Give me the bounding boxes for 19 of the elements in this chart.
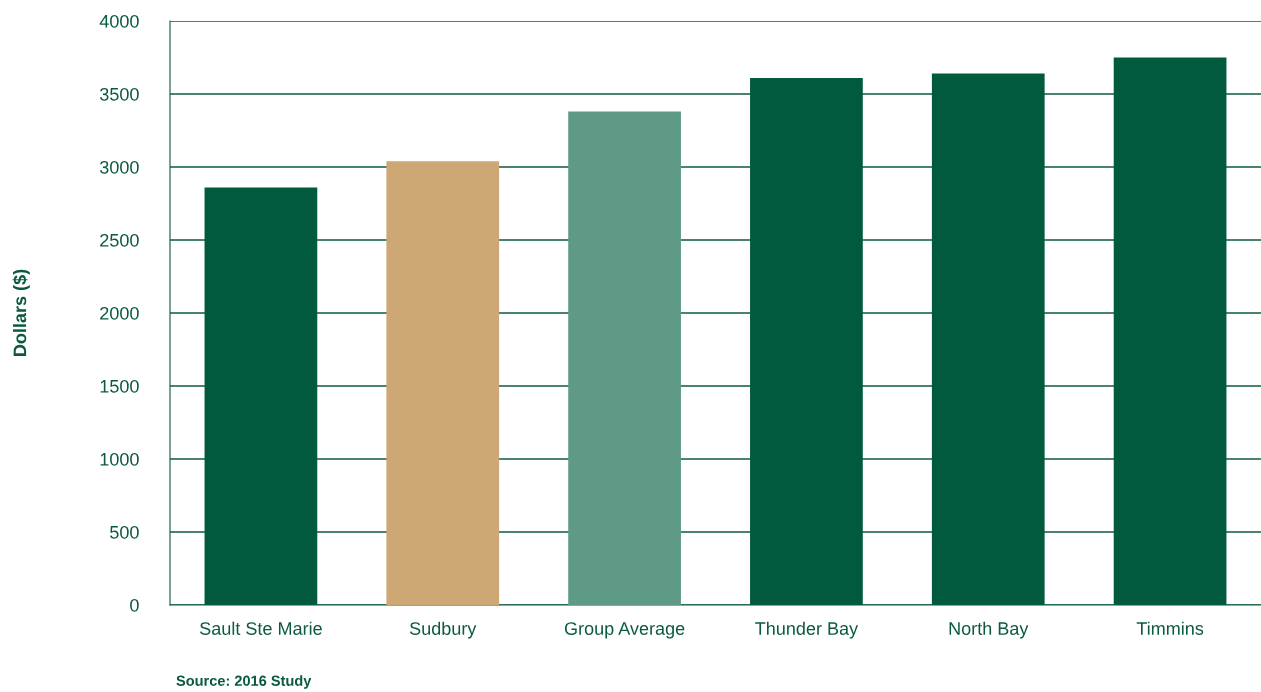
y-tick-label: 1500 [100,379,139,393]
x-tick-label: Group Average [564,622,685,639]
y-axis-title: Dollars ($) [12,269,30,356]
bar [568,111,681,605]
y-tick-label: 4000 [99,14,139,28]
x-tick-label: North Bay [949,621,1029,639]
y-tick-label: 500 [110,525,139,539]
y-tick-label: 3500 [99,87,139,101]
x-tick-label: Sault Ste Marie [200,621,322,635]
x-tick-label: Timmins [1136,621,1204,635]
y-tick-label: 2500 [100,233,139,247]
x-tick-label: Thunder Bay [755,621,859,639]
y-tick-label: 2000 [100,306,139,320]
x-tick-label: Sudbury [409,621,477,639]
y-tick-label: 3000 [99,160,139,174]
y-tick-label: 1000 [100,452,139,466]
source-note: Source: 2016 Study [176,675,312,689]
y-tick-label: 0 [130,598,139,612]
bar [386,161,500,605]
